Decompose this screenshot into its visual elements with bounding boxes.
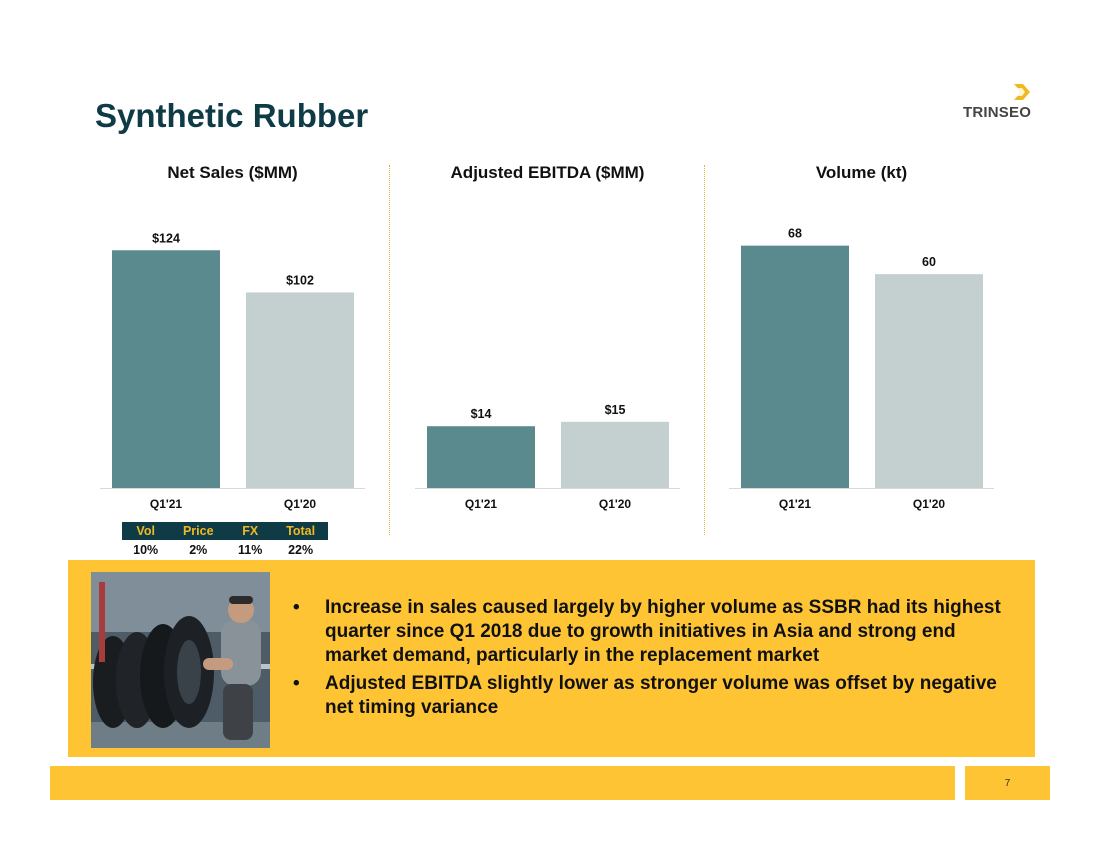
volume-chart: Volume (kt) 68 Q1'21 60 Q1'20: [724, 160, 999, 520]
data-label: $124: [152, 231, 180, 245]
sales-bridge-table: Vol Price FX Total 10% 2% 11% 22%: [122, 522, 328, 560]
tire-warehouse-photo: [91, 572, 270, 748]
bar-q121: [741, 245, 849, 488]
x-tick-label: Q1'20: [913, 497, 946, 511]
chart-svg: Volume (kt) 68 Q1'21 60 Q1'20: [729, 163, 994, 511]
chart-svg: Adjusted EBITDA ($MM) $14 Q1'21 $15 Q1'20: [415, 163, 680, 511]
commentary-bullets: • Increase in sales caused largely by hi…: [293, 596, 1013, 724]
x-tick-label: Q1'21: [150, 497, 183, 511]
x-tick-label: Q1'20: [599, 497, 632, 511]
net-sales-chart: Net Sales ($MM) $124 Q1'21 $102 Q1'20: [95, 160, 370, 520]
sales-bridge-value-row: 10% 2% 11% 22%: [122, 540, 328, 560]
chart-divider: [389, 165, 390, 535]
bridge-value-vol: 10%: [133, 543, 159, 557]
bridge-header-fx: FX: [227, 522, 274, 540]
bullet-dot: •: [293, 673, 300, 694]
bullet-item: • Adjusted EBITDA slightly lower as stro…: [293, 672, 1013, 720]
bridge-value-fx: 11%: [238, 543, 263, 557]
x-tick-label: Q1'20: [284, 497, 317, 511]
page-title: Synthetic Rubber: [95, 97, 369, 134]
x-tick-label: Q1'21: [465, 497, 498, 511]
bullet-text: Increase in sales caused largely by high…: [325, 597, 1001, 666]
x-tick-label: Q1'21: [779, 497, 812, 511]
bullet-item: • Increase in sales caused largely by hi…: [293, 596, 1013, 668]
data-label: 60: [922, 255, 936, 269]
chart-divider: [704, 165, 705, 535]
bar-q121: [427, 426, 535, 488]
bar-q120: [246, 292, 354, 488]
bridge-value-total: 22%: [288, 543, 314, 557]
chart-title: Adjusted EBITDA ($MM): [451, 163, 645, 182]
chart-svg: Net Sales ($MM) $124 Q1'21 $102 Q1'20: [100, 163, 365, 511]
page-number: 7: [965, 766, 1050, 800]
logo-text: TRINSEO: [963, 104, 1032, 121]
commentary-panel: • Increase in sales caused largely by hi…: [68, 560, 1035, 757]
footer-bar: [50, 766, 955, 800]
bridge-header-total: Total: [273, 522, 328, 540]
trinseo-logo: TRINSEO: [963, 84, 1035, 122]
adjusted-ebitda-chart: Adjusted EBITDA ($MM) $14 Q1'21 $15 Q1'20: [410, 160, 685, 520]
tire-photo-illustration: [91, 572, 270, 748]
chevron-logo-icon: [1014, 84, 1030, 100]
bridge-value-price: 2%: [189, 543, 208, 557]
chart-title: Volume (kt): [816, 163, 907, 182]
data-label: 68: [788, 227, 802, 241]
bullet-dot: •: [293, 597, 300, 618]
bar-q121: [112, 250, 220, 488]
data-label: $15: [605, 403, 626, 417]
chart-title: Net Sales ($MM): [167, 163, 297, 182]
data-label: $14: [471, 407, 492, 421]
bullet-text: Adjusted EBITDA slightly lower as strong…: [325, 673, 997, 718]
bar-q120: [561, 421, 669, 488]
data-label: $102: [286, 273, 314, 287]
bridge-header-vol: Vol: [122, 522, 170, 540]
bridge-header-price: Price: [169, 522, 228, 540]
sales-bridge-header-row: Vol Price FX Total: [122, 522, 328, 540]
bar-q120: [875, 274, 983, 488]
